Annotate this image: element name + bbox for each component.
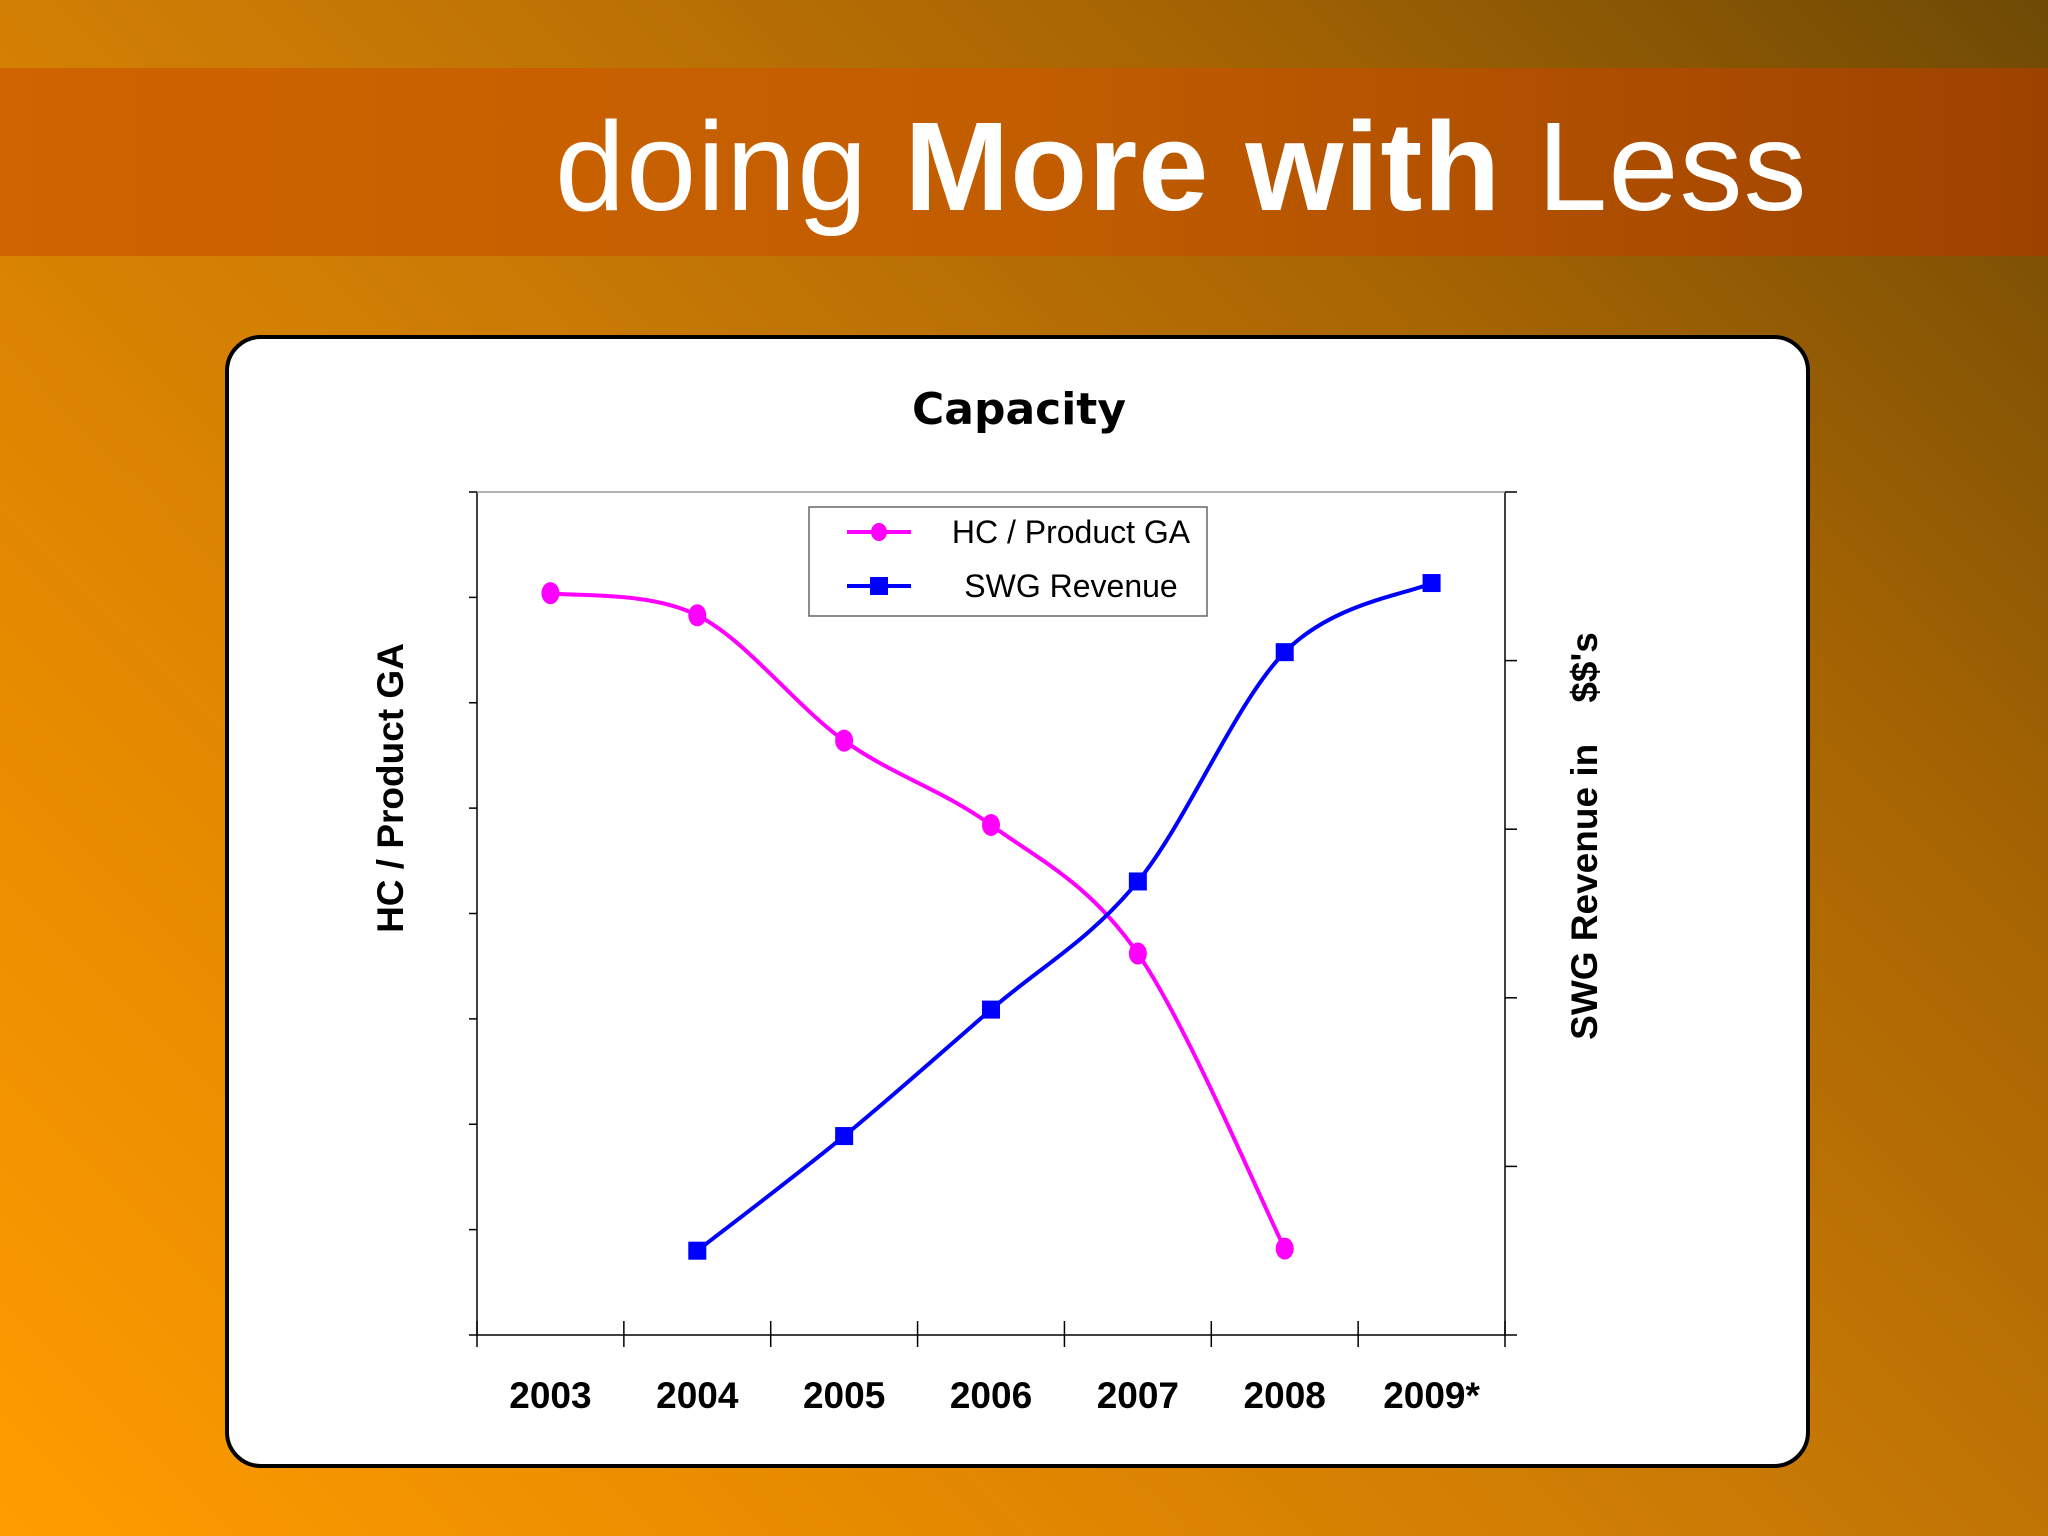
x-tick-label: 2008 xyxy=(1244,1375,1326,1416)
hc-product-ga-point xyxy=(541,582,560,605)
y-axis-label: HC / Product GA xyxy=(370,643,411,933)
x-tick-label: 2007 xyxy=(1097,1375,1179,1416)
title-prefix: doing xyxy=(555,96,905,237)
slide-title: doing More with Less xyxy=(555,92,1807,242)
chart-title: Capacity xyxy=(912,384,1126,435)
hc-product-ga-point xyxy=(982,813,1000,836)
legend-label: HC / Product GA xyxy=(952,514,1191,550)
title-band xyxy=(0,68,2048,256)
title-suffix: Less xyxy=(1501,96,1808,237)
hc-product-ga-point xyxy=(835,729,854,752)
x-tick-label: 2004 xyxy=(656,1375,739,1416)
x-tick-label: 2006 xyxy=(950,1375,1032,1416)
swg-revenue-point xyxy=(1128,872,1147,891)
hc-product-ga-point xyxy=(1128,942,1147,965)
legend-circle-marker xyxy=(871,523,887,541)
x-tick-label: 2005 xyxy=(803,1375,885,1416)
swg-revenue-point xyxy=(688,1241,707,1260)
swg-revenue-point xyxy=(982,1000,1000,1019)
legend-label: SWG Revenue xyxy=(964,568,1177,604)
x-tick-label: 2003 xyxy=(509,1375,591,1416)
series-line-hc-product-ga xyxy=(550,591,1287,1250)
x-tick-label: 2009* xyxy=(1383,1375,1480,1416)
swg-revenue-point xyxy=(1275,643,1294,662)
title-emphasis: More with xyxy=(904,96,1502,237)
swg-revenue-point xyxy=(1422,574,1441,593)
y2-axis-label: SWG Revenue in $$'s xyxy=(1564,632,1605,1040)
hc-product-ga-point xyxy=(688,604,707,627)
legend-square-marker xyxy=(870,577,888,595)
swg-revenue-point xyxy=(835,1127,854,1146)
series-line-swg-revenue xyxy=(696,581,1433,1253)
hc-product-ga-point xyxy=(1275,1237,1294,1260)
